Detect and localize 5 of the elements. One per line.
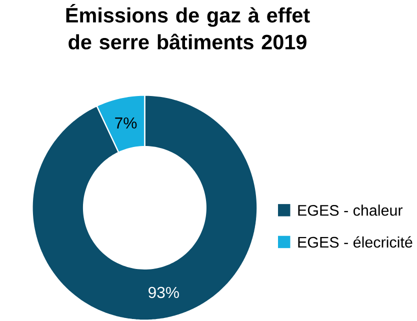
legend-label: EGES - élecricité: [298, 236, 412, 248]
chart-title: Émissions de gaz à effet de serre bâtiments 2019: [66, 4, 310, 50]
data-label: 7%: [115, 118, 137, 129]
data-label: 93%: [148, 286, 179, 298]
legend-label: EGES - chaleur: [298, 204, 403, 216]
